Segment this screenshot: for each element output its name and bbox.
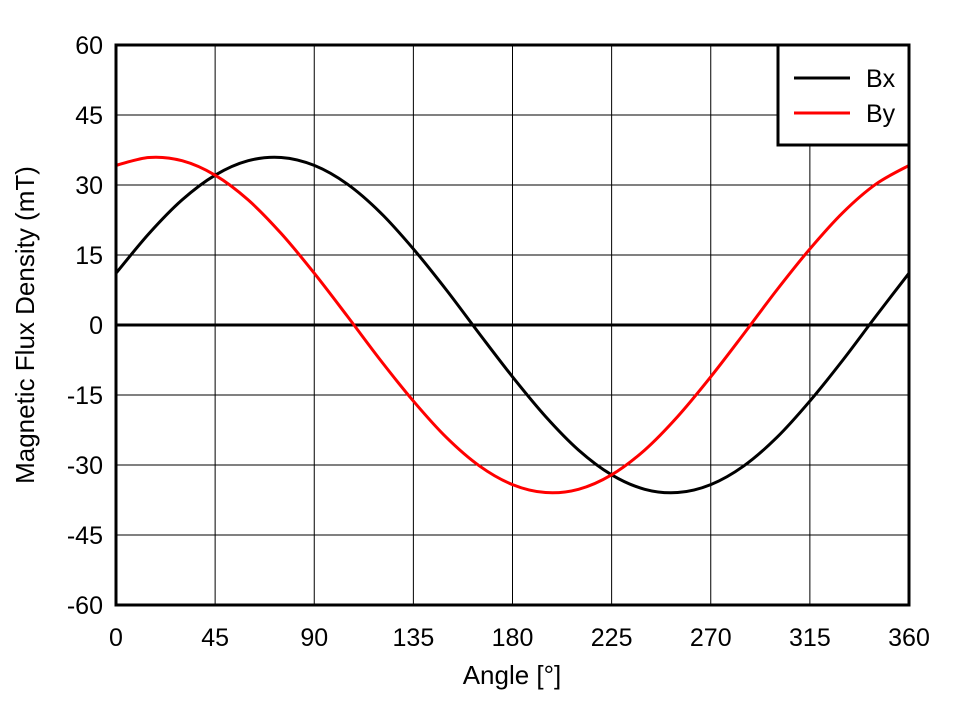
legend-label-bx: Bx [866,65,896,93]
x-tick-label: 315 [789,624,831,652]
legend-label-by: By [866,100,896,128]
series-lines [114,155,911,495]
x-tick-label: 45 [201,624,229,652]
y-tick-label: -45 [67,522,103,550]
x-tick-label: 225 [591,624,633,652]
tick-labels: 0 45 90 135 180 225 270 315 360 60 45 30 15 0 -15 -30 -4… [67,32,930,652]
x-tick-label: 0 [109,624,123,652]
y-tick-label: -15 [67,382,103,410]
plot-frame [114,43,911,607]
y-tick-label: -60 [67,592,103,620]
y-tick-label: 45 [75,102,103,130]
y-tick-label: -30 [67,452,103,480]
x-tick-label: 180 [492,624,534,652]
x-tick-label: 90 [300,624,328,652]
x-tick-label: 135 [393,624,435,652]
legend: Bx By [776,43,911,147]
x-tick-label: 360 [888,624,930,652]
y-axis-label: Magnetic Flux Density (mT) [10,166,40,484]
series-line-by [115,155,910,495]
y-tick-label: 30 [75,172,103,200]
x-axis-label: Angle [°] [463,660,562,690]
y-tick-label: 15 [75,242,103,270]
legend-box [776,43,911,147]
series-line-bx [114,155,911,495]
x-tick-label: 270 [690,624,732,652]
y-tick-label: 60 [75,32,103,60]
y-tick-label: 0 [89,312,103,340]
